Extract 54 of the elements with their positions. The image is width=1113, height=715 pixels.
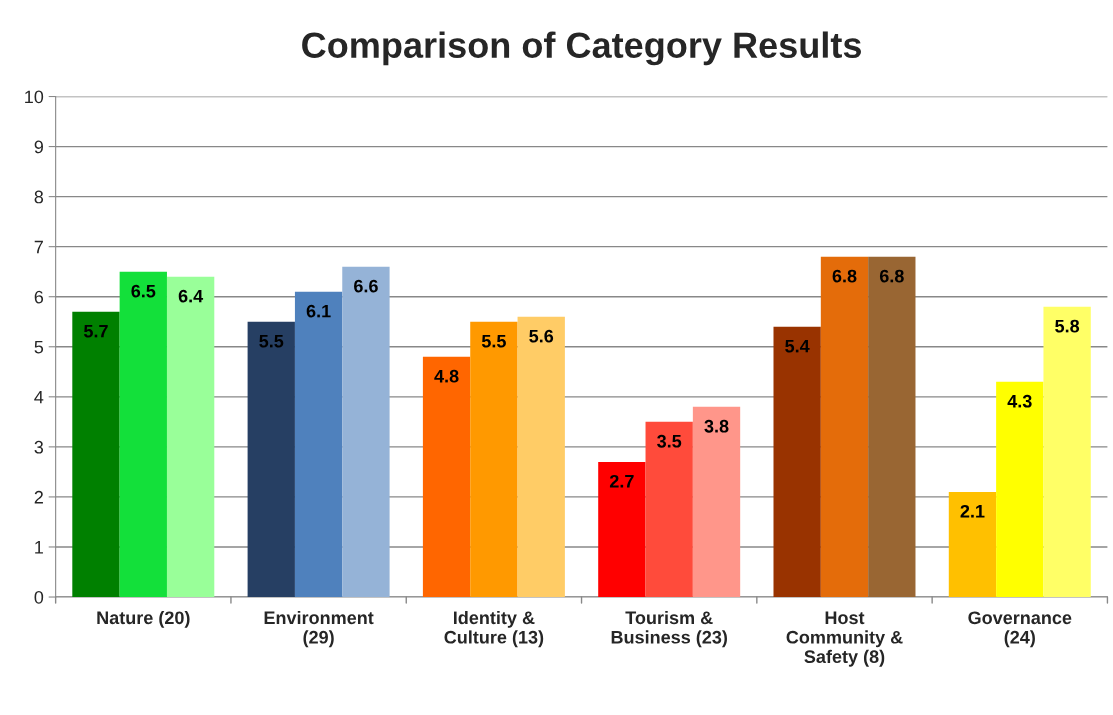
bar	[645, 421, 693, 598]
x-tick-label: Identity & Culture (13)	[444, 610, 544, 648]
data-label: 6.4	[178, 289, 204, 303]
x-tick-label: Host Community & Safety (8)	[786, 611, 903, 667]
y-tick-label: 10	[25, 90, 44, 104]
y-tick-label: 7	[34, 240, 43, 254]
data-label: 5.8	[1055, 319, 1080, 333]
bar	[517, 316, 565, 598]
data-label: 5.4	[785, 339, 810, 353]
bar	[598, 461, 646, 598]
x-tick-label: Tourism & Business (23)	[611, 610, 727, 648]
bar	[996, 381, 1044, 598]
y-tick-label: 6	[34, 290, 44, 304]
y-tick-label: 2	[34, 490, 43, 504]
bar	[948, 491, 997, 598]
data-label: 2.1	[960, 504, 985, 518]
data-label: 6.1	[306, 304, 331, 318]
data-label: 6.8	[832, 269, 857, 283]
data-label: 2.7	[609, 474, 634, 488]
bar	[342, 266, 390, 598]
data-label: 5.5	[259, 334, 284, 348]
y-tick-label: 0	[34, 590, 44, 604]
data-label: 4.8	[434, 369, 459, 383]
data-label: 5.7	[83, 324, 108, 338]
data-label: 3.8	[704, 419, 729, 433]
y-tick-label: 8	[34, 190, 44, 204]
bar	[470, 321, 518, 598]
x-tick-label: Governance (24)	[968, 611, 1072, 648]
bar	[820, 256, 869, 598]
x-tick-label: Nature (20)	[97, 610, 190, 628]
bar	[1043, 306, 1091, 598]
x-tick-label: Environment (29)	[264, 610, 374, 648]
bar	[294, 291, 343, 598]
y-tick-label: 4	[34, 390, 44, 404]
data-label: 6.8	[879, 269, 904, 283]
y-tick-label: 9	[34, 140, 43, 154]
bar	[166, 276, 215, 598]
chart-title: Comparison of Category Results	[302, 31, 861, 66]
bar	[692, 406, 741, 598]
y-tick-label: 1	[35, 541, 43, 554]
y-tick-label: 5	[34, 340, 44, 354]
data-label: 6.5	[131, 284, 156, 298]
y-tick-label: 3	[34, 440, 44, 454]
data-label: 4.3	[1007, 394, 1032, 408]
bar	[868, 256, 916, 598]
data-label: 5.5	[481, 334, 506, 348]
data-label: 6.6	[354, 279, 378, 293]
data-label: 3.5	[657, 434, 682, 448]
bar	[773, 326, 821, 598]
bar	[119, 271, 167, 598]
bar	[247, 321, 295, 598]
bar	[422, 356, 471, 598]
data-label: 5.6	[529, 329, 554, 343]
bar	[72, 311, 120, 598]
